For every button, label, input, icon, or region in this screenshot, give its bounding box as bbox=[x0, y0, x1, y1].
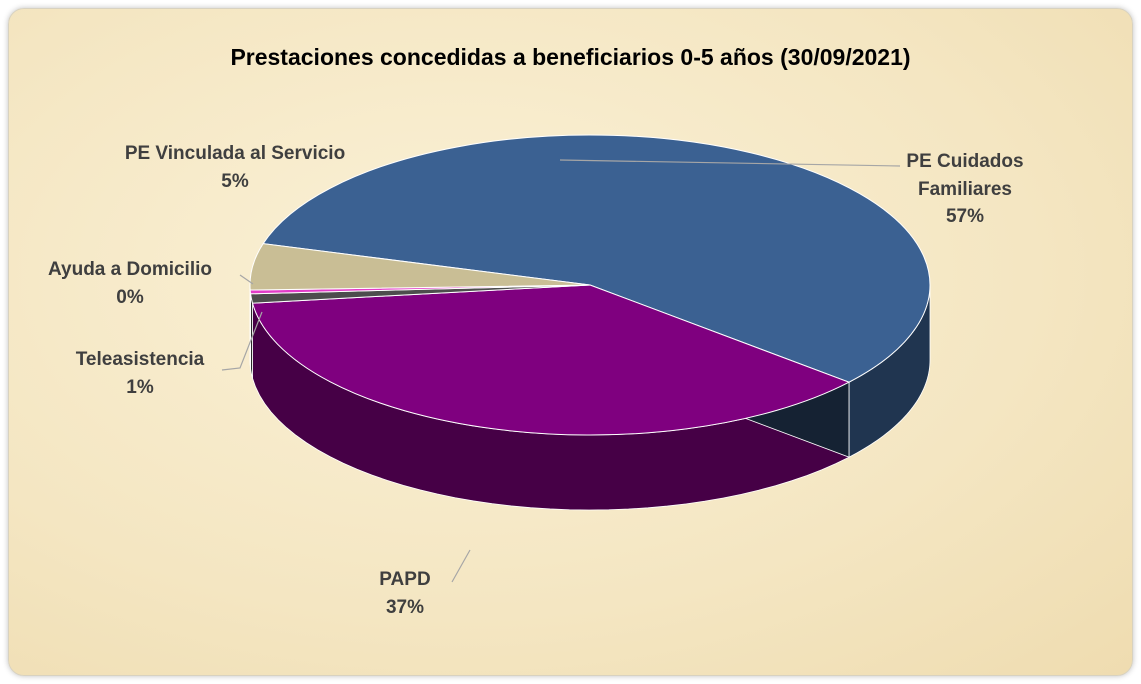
data-label: Teleasistencia 1% bbox=[50, 346, 230, 401]
category-name: Teleasistencia bbox=[75, 349, 205, 370]
slice bbox=[262, 134, 931, 383]
value-label: 37% bbox=[385, 596, 425, 618]
value-label: 57% bbox=[945, 206, 985, 228]
data-label: PE Cuidados Familiares 57% bbox=[880, 148, 1050, 231]
leader-line bbox=[221, 311, 263, 371]
data-label: PAPD 37% bbox=[355, 566, 455, 621]
data-label: PE Vinculada al Servicio 5% bbox=[90, 140, 380, 195]
category-name: PE Vinculada al Servicio bbox=[124, 143, 346, 164]
category-name: PAPD bbox=[379, 569, 431, 590]
category-name: Ayuda a Domicilio bbox=[48, 259, 212, 280]
category-name: PE Cuidados Familiares bbox=[906, 151, 1024, 200]
value-label: 0% bbox=[116, 286, 144, 308]
leader-line bbox=[559, 159, 901, 167]
chart-title: Prestaciones concedidas a beneficiarios … bbox=[230, 44, 911, 70]
value-label: 1% bbox=[126, 376, 154, 398]
value-label: 5% bbox=[221, 170, 249, 192]
data-label: Ayuda a Domicilio 0% bbox=[20, 256, 240, 311]
leader-line bbox=[239, 274, 254, 285]
slice bbox=[249, 243, 591, 291]
slice bbox=[251, 284, 851, 436]
leader-line bbox=[451, 549, 471, 583]
